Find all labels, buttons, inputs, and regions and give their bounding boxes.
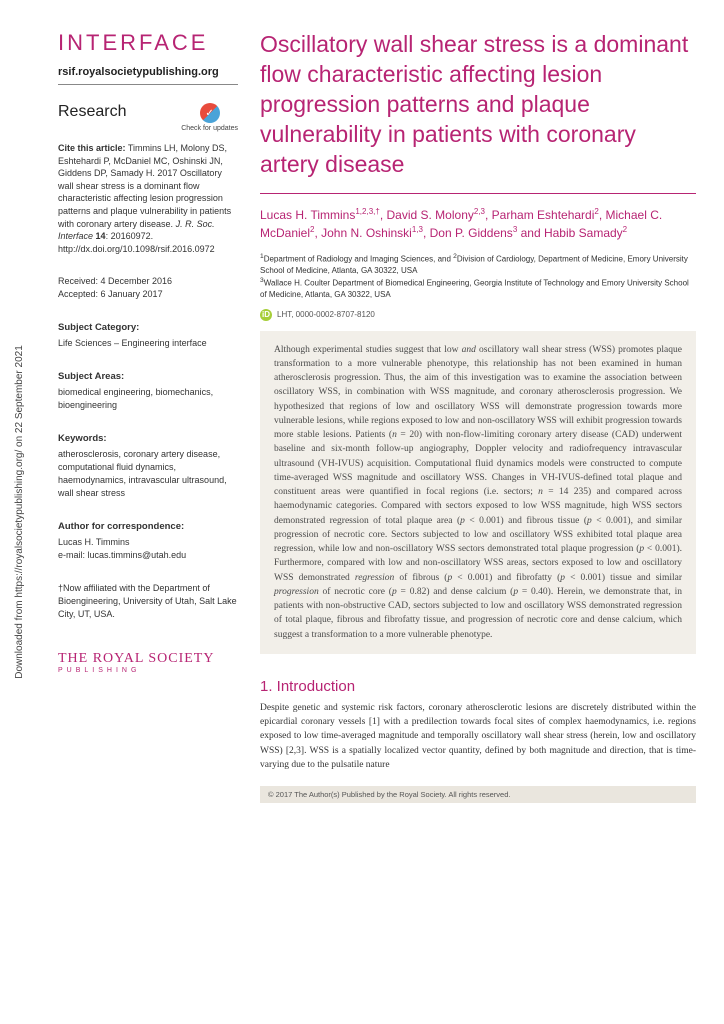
cite-text: Timmins LH, Molony DS, Eshtehardi P, McD… [58,143,231,229]
cite-prefix: Cite this article: [58,143,126,153]
copyright-bar: © 2017 The Author(s) Published by the Ro… [260,786,696,803]
article-title: Oscillatory wall shear stress is a domin… [260,30,696,179]
subject-areas-block: Subject Areas: biomedical engineering, b… [58,370,238,412]
orcid-text: LHT, 0000-0002-8707-8120 [277,310,375,319]
divider [58,84,238,85]
subject-category-heading: Subject Category: [58,321,238,335]
main-column: Oscillatory wall shear stress is a domin… [260,30,696,803]
affiliations: 1Department of Radiology and Imaging Sci… [260,252,696,300]
orcid-icon: iD [260,309,272,321]
title-divider [260,193,696,194]
citation-block: Cite this article: Timmins LH, Molony DS… [58,142,238,255]
keywords-text: atherosclerosis, coronary artery disease… [58,448,238,500]
authors: Lucas H. Timmins1,2,3,†, David S. Molony… [260,206,696,242]
orcid-row: iD LHT, 0000-0002-8707-8120 [260,309,696,321]
publisher-name: THE ROYAL SOCIETY [58,651,238,667]
keywords-heading: Keywords: [58,432,238,446]
publisher-sub: PUBLISHING [58,667,238,674]
cite-article-no: 20160972. [111,231,154,241]
cite-volume: 14 [96,231,106,241]
check-updates-icon: ✓ [200,103,220,123]
correspondence-name: Lucas H. Timmins [58,536,238,549]
check-updates-label: Check for updates [181,125,238,132]
correspondence-heading: Author for correspondence: [58,520,238,534]
dates-block: Received: 4 December 2016 Accepted: 6 Ja… [58,275,238,301]
check-updates-badge[interactable]: ✓ Check for updates [181,103,238,132]
page: INTERFACE rsif.royalsocietypublishing.or… [40,0,724,823]
affiliation-3: 3Wallace H. Coulter Department of Biomed… [260,276,696,300]
journal-name: INTERFACE [58,30,238,56]
cite-doi[interactable]: http://dx.doi.org/10.1098/rsif.2016.0972 [58,244,215,254]
received-date: Received: 4 December 2016 [58,275,238,288]
correspondence-block: Author for correspondence: Lucas H. Timm… [58,520,238,562]
subject-areas-text: biomedical engineering, biomechanics, bi… [58,386,238,412]
journal-url[interactable]: rsif.royalsocietypublishing.org [58,66,238,78]
article-type: Research [58,103,126,121]
subject-category-block: Subject Category: Life Sciences – Engine… [58,321,238,350]
keywords-block: Keywords: atherosclerosis, coronary arte… [58,432,238,500]
affiliation-1-2: 1Department of Radiology and Imaging Sci… [260,252,696,276]
publisher-block: THE ROYAL SOCIETY PUBLISHING [58,651,238,674]
affiliation-footnote: †Now affiliated with the Department of B… [58,582,238,621]
accepted-date: Accepted: 6 January 2017 [58,288,238,301]
sidebar: INTERFACE rsif.royalsocietypublishing.or… [58,30,238,803]
download-strip: Downloaded from https://royalsocietypubl… [14,345,25,679]
intro-heading: 1. Introduction [260,678,696,695]
subject-areas-heading: Subject Areas: [58,370,238,384]
abstract: Although experimental studies suggest th… [260,331,696,654]
subject-category-text: Life Sciences – Engineering interface [58,337,238,350]
intro-text: Despite genetic and systemic risk factor… [260,701,696,772]
correspondence-email[interactable]: e-mail: lucas.timmins@utah.edu [58,549,238,562]
